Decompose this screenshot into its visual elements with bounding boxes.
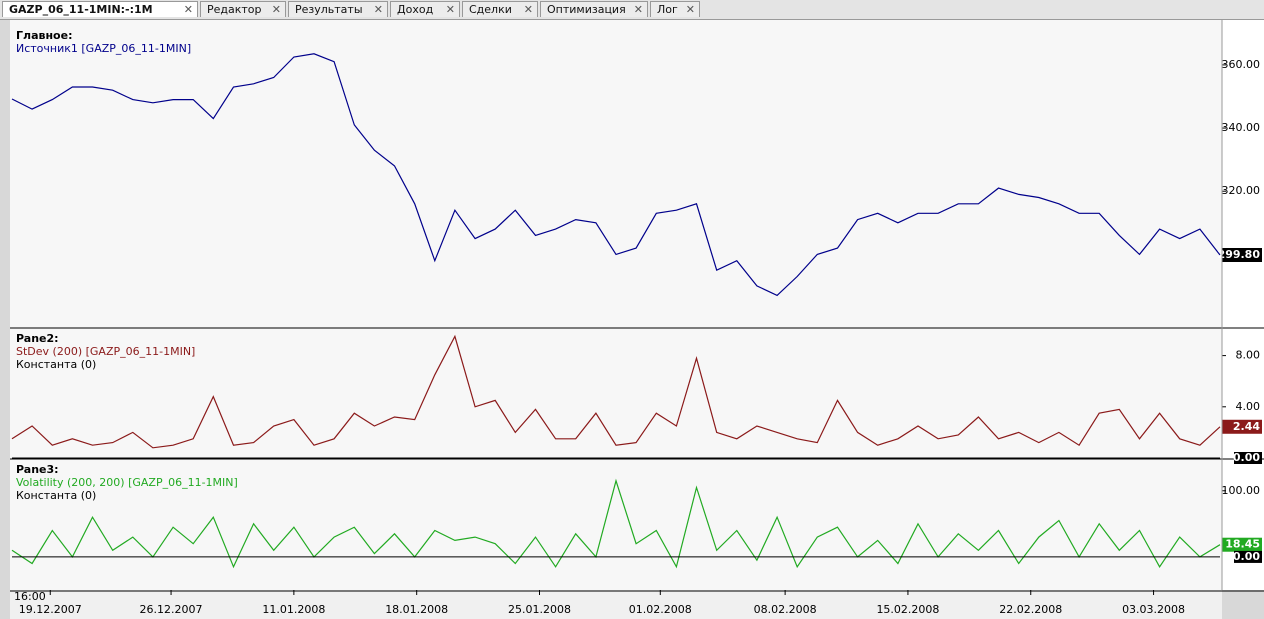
tab[interactable]: Оптимизация ✕ — [540, 1, 648, 17]
last-value-box — [1222, 248, 1262, 262]
x-tick-label: 11.01.2008 — [262, 603, 325, 616]
x-tick-label: 18.01.2008 — [385, 603, 448, 616]
tab[interactable]: Редактор ✕ — [200, 1, 286, 17]
last-value-box — [1222, 537, 1262, 552]
last-value-box — [1222, 419, 1262, 434]
tab[interactable]: Сделки ✕ — [462, 1, 538, 17]
constant-box — [1234, 452, 1262, 464]
tab-label: Оптимизация — [547, 3, 626, 16]
tab-close[interactable]: ✕ — [183, 3, 193, 16]
tab-close[interactable]: ✕ — [445, 3, 455, 16]
last-value-label: 2.44 — [1233, 420, 1260, 433]
tab[interactable]: Лог ✕ — [650, 1, 700, 17]
pane-title: Pane3: — [16, 463, 59, 476]
legend-entry: StDev (200) [GAZP_06_11-1MIN] — [16, 345, 195, 358]
tab-label: Результаты — [295, 3, 363, 16]
legend-entry: Константа (0) — [16, 489, 96, 502]
legend-entry: Константа (0) — [16, 358, 96, 371]
tab-close[interactable]: ✕ — [633, 3, 643, 16]
tab-label: Лог — [657, 3, 678, 16]
plot-background — [10, 20, 1222, 590]
y-tick-label: 360.00 — [1222, 58, 1261, 71]
line-series — [11, 478, 1221, 569]
line-series — [11, 334, 1221, 449]
tab-label: GAZP_06_11-1MIN:-:1M — [9, 3, 153, 16]
y-tick-label: 320.00 — [1222, 184, 1261, 197]
x-tick-label: 25.01.2008 — [508, 603, 571, 616]
tab-label: Сделки — [469, 3, 512, 16]
y-tick-label: 4.00 — [1236, 400, 1261, 413]
time-axis-background — [10, 590, 1222, 619]
last-value-label: 299.80 — [1218, 248, 1261, 261]
tab-close[interactable]: ✕ — [373, 3, 383, 16]
tab-bar: GAZP_06_11-1MIN:-:1M ✕ Редактор ✕ Результаты… — [0, 0, 1264, 20]
y-tick-label: 8.00 — [1236, 349, 1261, 362]
x-tick-label: 19.12.2007 — [19, 603, 82, 616]
x-tick-label: 15.02.2008 — [876, 603, 939, 616]
constant-label: 0.00 — [1233, 550, 1260, 563]
line-series — [11, 53, 1221, 297]
legend-entry: Volatility (200, 200) [GAZP_06_11-1MIN] — [16, 476, 238, 489]
tab-close[interactable]: ✕ — [271, 3, 281, 16]
tab-close[interactable]: ✕ — [685, 3, 695, 16]
x-tick-label: 03.03.2008 — [1122, 603, 1185, 616]
x-tick-label: 01.02.2008 — [629, 603, 692, 616]
time-label: 16:00 — [14, 590, 46, 603]
constant-label: 0.00 — [1233, 451, 1260, 464]
constant-box — [1234, 550, 1262, 563]
axis-background — [1222, 20, 1264, 590]
y-tick-label: 340.00 — [1222, 121, 1261, 134]
x-tick-label: 22.02.2008 — [999, 603, 1062, 616]
tab-close[interactable]: ✕ — [523, 3, 533, 16]
pane-title: Главное: — [16, 29, 72, 42]
tab-label: Доход — [397, 3, 434, 16]
x-tick-label: 08.02.2008 — [754, 603, 817, 616]
y-tick-label: 100.00 — [1222, 484, 1261, 497]
tab[interactable]: Доход ✕ — [390, 1, 460, 17]
chart-area: Главное: 320.00 340.00 360.00 Источник1 [GAZ… — [10, 20, 1264, 619]
tab[interactable]: Результаты ✕ — [288, 1, 388, 17]
x-tick-label: 26.12.2007 — [140, 603, 203, 616]
last-value-label: 18.45 — [1225, 538, 1260, 551]
legend-entry: Источник1 [GAZP_06_11-1MIN] — [16, 42, 191, 55]
pane-title: Pane2: — [16, 332, 59, 345]
corner — [1222, 590, 1264, 619]
tab[interactable]: GAZP_06_11-1MIN:-:1M ✕ — [2, 1, 198, 17]
tab-label: Редактор — [207, 3, 262, 16]
